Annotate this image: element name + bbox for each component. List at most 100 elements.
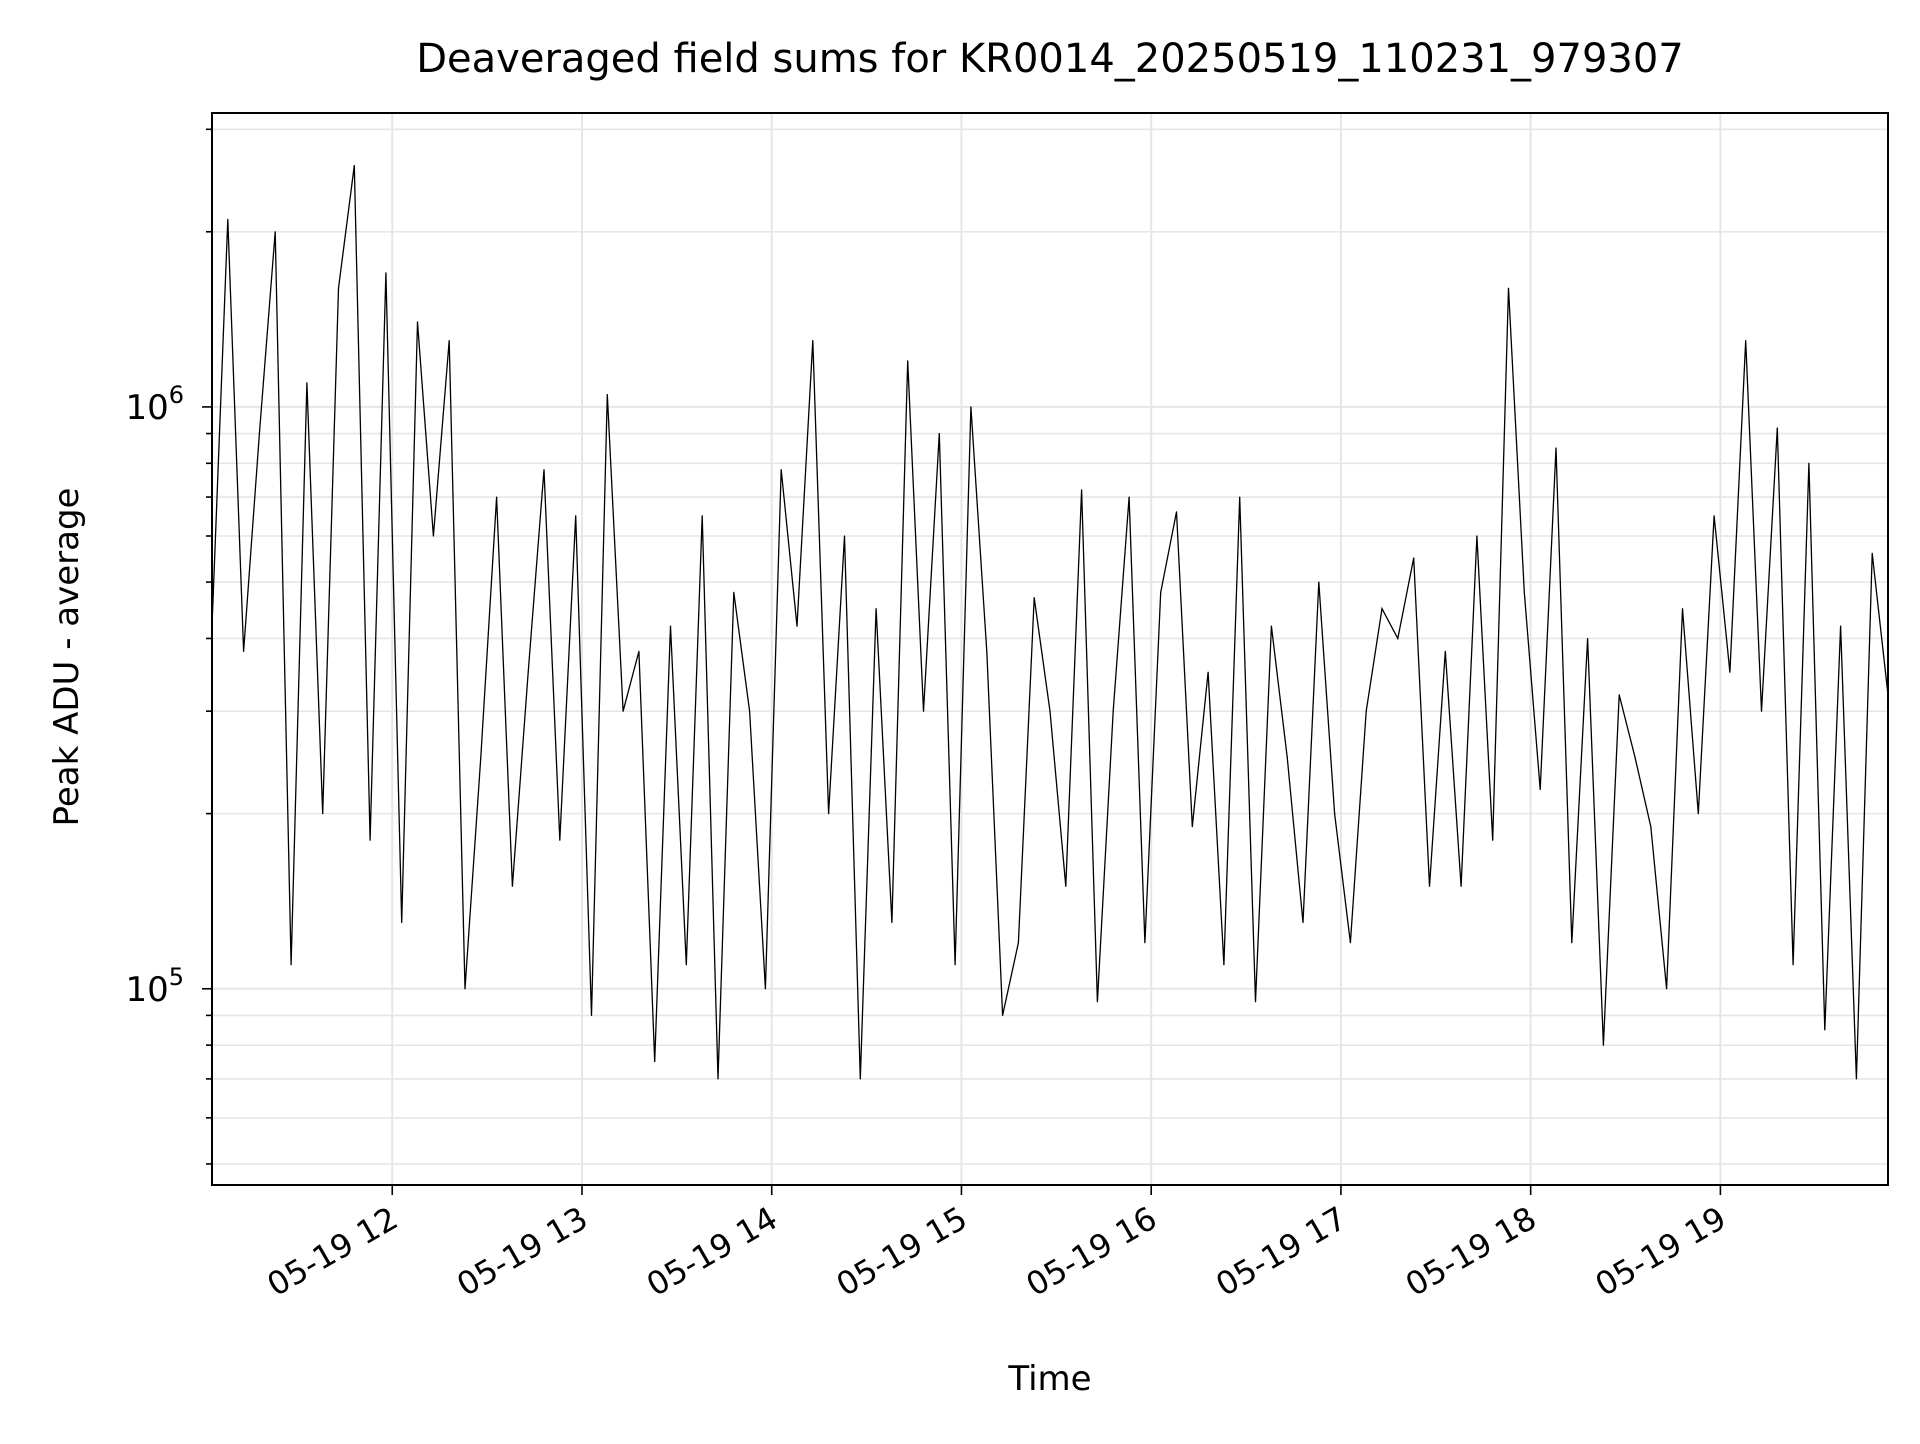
data-point xyxy=(1160,591,1162,594)
data-point xyxy=(243,650,245,653)
data-point xyxy=(1286,756,1288,758)
data-point xyxy=(1713,515,1715,517)
data-point xyxy=(1349,942,1351,944)
data-point xyxy=(337,287,340,289)
data-point xyxy=(1476,535,1478,537)
chart-title: Deaveraged field sums for KR0014_2025051… xyxy=(416,36,1684,82)
data-point xyxy=(448,340,450,342)
data-point xyxy=(1444,650,1446,653)
data-point xyxy=(227,218,229,220)
data-point xyxy=(258,432,260,435)
grid xyxy=(212,113,1888,1185)
data-point xyxy=(575,515,577,517)
data-point xyxy=(1144,942,1146,944)
data-point xyxy=(496,496,498,498)
data-point xyxy=(1223,964,1225,966)
data-point xyxy=(1650,826,1652,828)
data-point xyxy=(938,432,940,435)
data-point xyxy=(1760,710,1763,712)
data-point xyxy=(1318,581,1320,583)
data-point xyxy=(416,321,419,323)
data-point xyxy=(638,650,640,653)
data-point xyxy=(1191,826,1193,828)
data-point xyxy=(1840,625,1842,627)
data-point xyxy=(1254,1001,1257,1003)
data-point xyxy=(1539,788,1541,791)
data-point xyxy=(1523,591,1525,594)
data-point xyxy=(622,710,624,712)
data-point xyxy=(1065,885,1067,887)
y-tick-label: 105 xyxy=(125,963,184,1010)
data-point xyxy=(1618,694,1620,696)
data-point xyxy=(733,591,735,594)
data-point xyxy=(1112,710,1114,712)
data-point xyxy=(1634,756,1636,758)
data-point xyxy=(1381,608,1383,610)
data-point xyxy=(843,535,846,537)
data-point xyxy=(1571,942,1573,944)
data-point xyxy=(1776,427,1778,429)
x-axis-label: Time xyxy=(1007,1359,1091,1399)
data-point xyxy=(891,921,893,924)
data-point xyxy=(1602,1044,1604,1046)
plot-frame xyxy=(211,112,1889,1186)
data-point xyxy=(322,813,324,815)
data-point xyxy=(1096,1001,1098,1003)
data-point xyxy=(828,813,830,815)
data-point xyxy=(1428,885,1431,887)
data-point xyxy=(401,921,403,924)
data-point xyxy=(1871,552,1873,555)
data-point xyxy=(1002,1014,1004,1017)
data-point xyxy=(1175,511,1178,513)
data-point xyxy=(306,382,308,384)
data-point xyxy=(654,1060,656,1063)
data-point xyxy=(954,964,956,966)
data-point xyxy=(1302,921,1304,924)
data-point xyxy=(1697,813,1699,815)
data-point xyxy=(764,988,767,990)
data-point xyxy=(606,394,608,396)
data-point xyxy=(970,406,972,408)
y-axis-label: Peak ADU - average xyxy=(47,488,87,827)
data-point xyxy=(1824,1029,1826,1031)
data-point xyxy=(1207,671,1209,673)
data-point xyxy=(1397,637,1399,640)
data-point xyxy=(1808,462,1810,464)
data-point xyxy=(1017,942,1020,944)
data-point xyxy=(290,964,292,966)
data-point xyxy=(907,360,909,362)
data-point xyxy=(1555,447,1557,449)
data-point xyxy=(369,839,371,841)
data-point xyxy=(796,625,798,627)
data-point xyxy=(1855,1078,1857,1080)
data-point xyxy=(1334,813,1336,815)
data-point xyxy=(1507,287,1510,289)
data-point xyxy=(1729,671,1731,673)
data-point xyxy=(859,1078,861,1080)
data-point xyxy=(986,650,988,653)
data-point xyxy=(1460,885,1462,887)
data-point xyxy=(464,988,466,990)
data-point xyxy=(559,839,561,841)
series-layer xyxy=(211,164,1889,1080)
data-point xyxy=(701,515,703,517)
y-tick-label: 106 xyxy=(125,381,184,428)
data-point xyxy=(1492,839,1494,841)
data-point xyxy=(274,231,276,233)
data-point xyxy=(685,964,687,966)
data-point xyxy=(1587,637,1589,640)
data-point xyxy=(1270,625,1272,627)
data-point xyxy=(511,885,513,887)
data-point xyxy=(812,340,814,342)
data-point xyxy=(780,469,782,471)
data-point xyxy=(717,1078,719,1080)
data-point xyxy=(749,710,751,712)
data-point xyxy=(1666,988,1668,990)
data-point xyxy=(1745,340,1747,342)
data-point xyxy=(543,469,545,471)
data-point xyxy=(432,535,434,537)
data-point xyxy=(527,671,529,673)
data-point xyxy=(875,608,877,610)
